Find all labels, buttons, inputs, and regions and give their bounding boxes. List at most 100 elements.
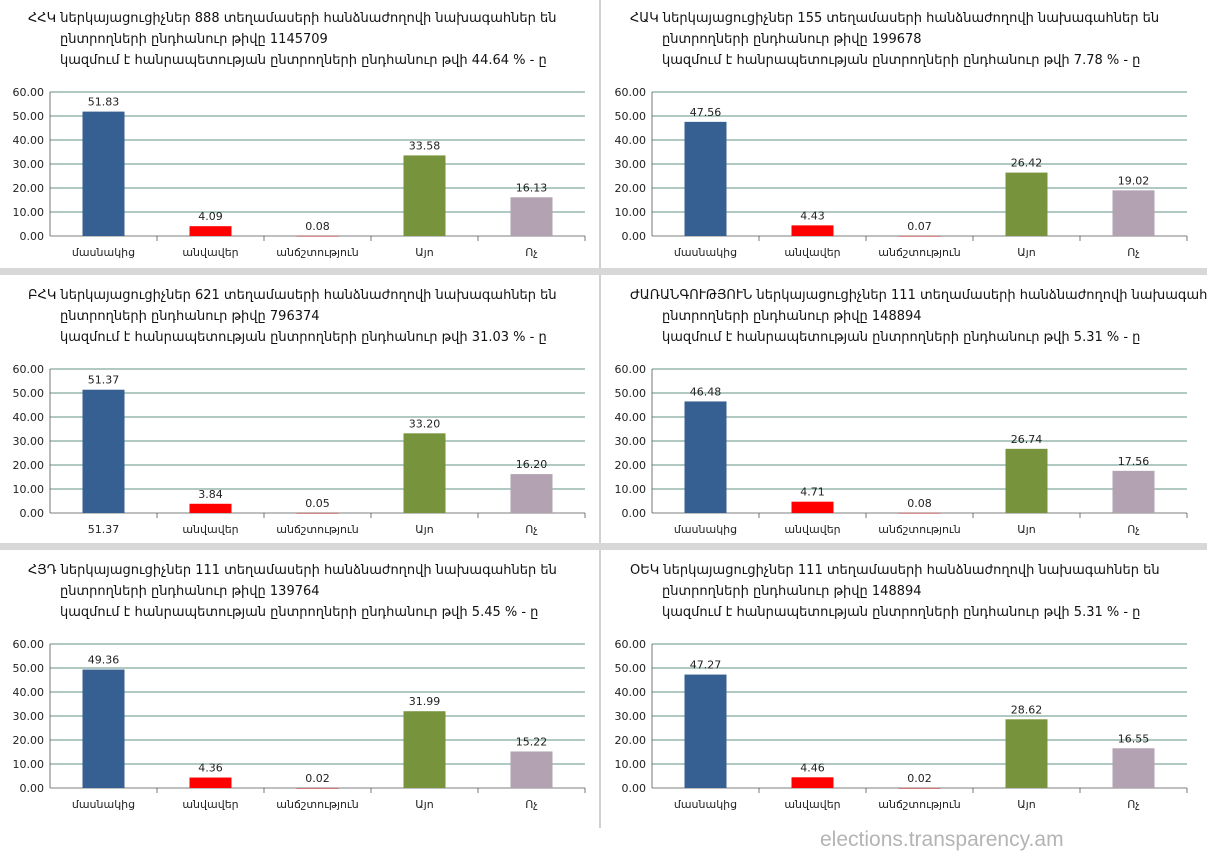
watermark: elections.transparency.am (820, 828, 1064, 851)
category-label: Ոչ (525, 523, 538, 536)
y-tick-label: 10.00 (615, 206, 647, 219)
y-tick-label: 60.00 (615, 638, 647, 651)
bar (898, 235, 941, 237)
data-label: 47.27 (690, 659, 722, 672)
chart-panel-oek: ՕԵԿ ներկայացուցիչներ 111 տեղամասերի հանձ… (602, 552, 1202, 820)
bar-chart: 0.00 10.00 20.00 30.00 40.00 50.00 60.00 47.56 մ… (615, 86, 1188, 259)
data-label: 16.55 (1118, 732, 1150, 745)
y-tick-label: 10.00 (13, 758, 45, 771)
category-label: Ոչ (1127, 523, 1140, 536)
title-line-1: ԺԱՌԱՆԳՈՒԹՅՈՒՆ ներկայացուցիչներ 111 տեղամ… (630, 288, 1207, 303)
category-label: անճշտություն (878, 523, 960, 536)
bar (510, 751, 553, 788)
bar (684, 401, 727, 513)
bar-chart: 0.00 10.00 20.00 30.00 40.00 50.00 60.00 51.37 5… (13, 363, 586, 536)
y-tick-label: 30.00 (615, 435, 647, 448)
data-label: 0.05 (305, 497, 330, 510)
y-tick-label: 40.00 (615, 686, 647, 699)
category-label: անճշտություն (276, 246, 358, 259)
category-label: մասնակից (72, 798, 135, 811)
bar (898, 512, 941, 514)
bar (296, 787, 339, 789)
category-label: անճշտություն (878, 246, 960, 259)
category-label: Այո (1017, 246, 1035, 259)
y-tick-label: 40.00 (615, 134, 647, 147)
y-tick-label: 20.00 (13, 182, 45, 195)
data-label: 16.13 (516, 181, 548, 194)
y-tick-label: 30.00 (13, 158, 45, 171)
bar (189, 503, 232, 513)
category-label: անճշտություն (276, 523, 358, 536)
data-label: 0.02 (305, 772, 330, 785)
data-label: 33.20 (409, 417, 441, 430)
chart-panel-hhk: ՀՀԿ ներկայացուցիչներ 888 տեղամասերի հանձ… (0, 0, 600, 268)
bar-chart: 0.00 10.00 20.00 30.00 40.00 50.00 60.00 49.36 մ… (13, 638, 586, 811)
category-label: անվավեր (182, 246, 238, 259)
bar (189, 226, 232, 236)
y-tick-label: 50.00 (615, 662, 647, 675)
chart-title: ԲՀԿ ներկայացուցիչներ 621 տեղամասերի հանձ… (28, 285, 588, 348)
y-tick-label: 0.00 (622, 507, 647, 520)
data-label: 46.48 (690, 385, 722, 398)
y-tick-label: 10.00 (13, 206, 45, 219)
title-line-2: ընտրողների ընդհանուր թիվը 148894 (662, 309, 922, 324)
category-label: 51.37 (88, 523, 120, 536)
category-label: անվավեր (784, 246, 840, 259)
data-label: 49.36 (88, 654, 120, 667)
y-tick-label: 20.00 (13, 459, 45, 472)
data-label: 4.36 (198, 762, 223, 775)
category-label: Ոչ (1127, 246, 1140, 259)
y-tick-label: 60.00 (615, 363, 647, 376)
bar (296, 235, 339, 237)
y-tick-label: 0.00 (622, 230, 647, 243)
bar-chart: 0.00 10.00 20.00 30.00 40.00 50.00 60.00 47.27 մ… (615, 638, 1188, 811)
data-label: 31.99 (409, 695, 441, 708)
horizontal-separator (0, 543, 1207, 550)
title-line-1: ՀՀԿ ներկայացուցիչներ 888 տեղամասերի հանձ… (28, 11, 557, 26)
data-label: 26.42 (1011, 157, 1043, 170)
horizontal-separator (0, 268, 1207, 275)
y-tick-label: 40.00 (13, 134, 45, 147)
bar (1112, 470, 1155, 513)
category-label: Ոչ (525, 246, 538, 259)
chart-title: ՀԱԿ ներկայացուցիչներ 155 տեղամասերի հանձ… (630, 8, 1190, 71)
chart-title: ՀՅԴ ներկայացուցիչներ 111 տեղամասերի հանձ… (28, 560, 588, 623)
data-label: 4.46 (800, 761, 825, 774)
title-line-3: կազմում է հանրապետության ընտրողների ընդհ… (662, 330, 1141, 345)
data-label: 33.58 (409, 139, 441, 152)
title-line-2: ընտրողների ընդհանուր թիվը 139764 (60, 584, 320, 599)
y-tick-label: 40.00 (13, 686, 45, 699)
chart-title: ԺԱՌԱՆԳՈՒԹՅՈՒՆ ներկայացուցիչներ 111 տեղամ… (630, 285, 1207, 348)
category-label: Այո (1017, 798, 1035, 811)
y-tick-label: 60.00 (13, 86, 45, 99)
y-tick-label: 0.00 (20, 230, 45, 243)
y-tick-label: 0.00 (20, 507, 45, 520)
data-label: 0.02 (907, 772, 932, 785)
bar (791, 777, 834, 788)
data-label: 26.74 (1011, 433, 1043, 446)
y-tick-label: 20.00 (615, 734, 647, 747)
title-line-3: կազմում է հանրապետության ընտրողների ընդհ… (60, 605, 539, 620)
bar (1112, 748, 1155, 788)
data-label: 3.84 (198, 488, 223, 501)
bar (898, 787, 941, 789)
y-tick-label: 40.00 (13, 411, 45, 424)
y-tick-label: 10.00 (615, 758, 647, 771)
data-label: 4.71 (800, 486, 825, 499)
title-line-2: ընտրողների ընդհանուր թիվը 1145709 (60, 32, 328, 47)
bar (791, 225, 834, 236)
y-tick-label: 20.00 (615, 459, 647, 472)
data-label: 17.56 (1118, 455, 1150, 468)
bar (1112, 190, 1155, 236)
y-tick-label: 50.00 (615, 387, 647, 400)
category-label: Այո (415, 798, 433, 811)
y-tick-label: 50.00 (615, 110, 647, 123)
data-label: 15.22 (516, 735, 548, 748)
data-label: 51.37 (88, 374, 120, 387)
data-label: 19.02 (1118, 174, 1150, 187)
bar (1005, 719, 1048, 788)
y-tick-label: 50.00 (13, 662, 45, 675)
data-label: 0.08 (907, 497, 932, 510)
category-label: մասնակից (72, 246, 135, 259)
bar (82, 111, 125, 236)
